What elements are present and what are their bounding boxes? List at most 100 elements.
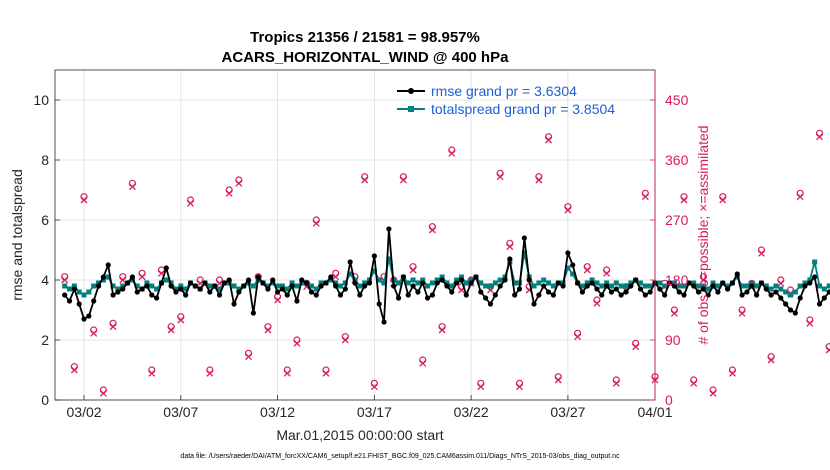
obs-assimilated-stroke bbox=[535, 176, 543, 184]
totalspread-point bbox=[773, 283, 779, 289]
rmse-point bbox=[197, 286, 203, 292]
obs-assimilated-point bbox=[477, 383, 485, 391]
rmse-point bbox=[802, 283, 808, 289]
obs-assimilated-point bbox=[70, 366, 78, 374]
obs-assimilated-point bbox=[119, 276, 127, 284]
chart-subtitle: ACARS_HORIZONTAL_WIND @ 400 hPa bbox=[222, 49, 510, 66]
rmse-point bbox=[594, 286, 600, 292]
totalspread-point bbox=[284, 286, 290, 292]
rmse-point bbox=[313, 292, 319, 298]
obs-assimilated-stroke bbox=[99, 389, 107, 397]
rmse-point bbox=[483, 295, 489, 301]
totalspread-point bbox=[275, 283, 281, 289]
totalspread-point bbox=[236, 286, 242, 292]
totalspread-point bbox=[376, 277, 382, 283]
totalspread-point bbox=[289, 280, 295, 286]
obs-assimilated-stroke bbox=[216, 279, 223, 287]
totalspread-point bbox=[444, 280, 450, 286]
obs-assimilated-stroke bbox=[177, 316, 185, 324]
rmse-point bbox=[487, 301, 494, 307]
obs-assimilated-stroke bbox=[670, 309, 678, 317]
obs-assimilated-stroke bbox=[312, 219, 320, 227]
rmse-point bbox=[720, 280, 726, 286]
rmse-point bbox=[502, 277, 508, 283]
obs-assimilated-stroke bbox=[187, 199, 194, 207]
rmse-point bbox=[187, 280, 194, 286]
obs-assimilated-stroke bbox=[506, 243, 514, 251]
obs-assimilated-stroke bbox=[128, 183, 136, 191]
totalspread-point bbox=[120, 283, 126, 289]
rmse-point bbox=[149, 292, 155, 298]
rmse-point bbox=[710, 283, 716, 289]
totalspread-point bbox=[357, 283, 363, 289]
totalspread-point bbox=[454, 277, 460, 283]
totalspread-point bbox=[468, 277, 474, 283]
totalspread-point bbox=[676, 283, 682, 289]
totalspread-point bbox=[787, 292, 793, 298]
rmse-point bbox=[299, 277, 305, 283]
obs-assimilated-point bbox=[90, 329, 98, 337]
obs-assimilated-point bbox=[680, 196, 688, 204]
totalspread-point bbox=[565, 265, 571, 271]
rmse-point bbox=[507, 256, 513, 262]
rmse-point bbox=[279, 286, 286, 292]
rmse-point bbox=[739, 292, 745, 298]
obs-assimilated-stroke bbox=[138, 273, 146, 281]
totalspread-point bbox=[405, 280, 411, 286]
totalspread-point bbox=[62, 283, 68, 289]
y2-tick-label: 180 bbox=[665, 272, 689, 288]
rmse-point bbox=[686, 280, 692, 286]
rmse-point bbox=[212, 283, 218, 289]
y-tick-label: 2 bbox=[41, 332, 49, 348]
rmse-point bbox=[816, 301, 823, 307]
totalspread-point bbox=[817, 283, 823, 289]
rmse-point bbox=[163, 265, 169, 271]
obs-assimilated-point bbox=[690, 379, 698, 387]
totalspread-point bbox=[637, 280, 643, 286]
totalspread-point bbox=[783, 289, 789, 295]
obs-assimilated-stroke bbox=[293, 339, 301, 347]
rmse-point bbox=[497, 283, 503, 289]
y-tick-label: 8 bbox=[41, 152, 49, 168]
obs-assimilated-stroke bbox=[719, 196, 727, 204]
x-axis-label: Mar.01,2015 00:00:00 start bbox=[276, 427, 443, 443]
totalspread-point bbox=[589, 277, 595, 283]
obs-assimilated-point bbox=[409, 266, 417, 274]
obs-assimilated-stroke bbox=[757, 249, 765, 257]
rmse-point bbox=[207, 289, 213, 295]
rmse-point bbox=[439, 277, 445, 283]
x-tick-label: 03/02 bbox=[67, 404, 102, 420]
obs-assimilated-point bbox=[574, 333, 582, 341]
totalspread-point bbox=[744, 283, 750, 289]
totalspread-point bbox=[163, 277, 169, 283]
rmse-point bbox=[749, 283, 755, 289]
rmse-point bbox=[289, 283, 295, 289]
totalspread-point bbox=[483, 283, 489, 289]
rmse-point bbox=[386, 226, 392, 232]
totalspread-point bbox=[183, 286, 189, 292]
totalspread-point bbox=[265, 283, 271, 289]
rmse-point bbox=[550, 292, 556, 298]
totalspread-point bbox=[546, 280, 552, 286]
obs-assimilated-point bbox=[419, 359, 427, 367]
obs-assimilated-point bbox=[796, 193, 804, 201]
obs-assimilated-stroke bbox=[245, 353, 253, 361]
obs-assimilated-point bbox=[206, 369, 214, 377]
rmse-point bbox=[454, 280, 460, 286]
rmse-point bbox=[541, 283, 547, 289]
totalspread-point bbox=[429, 280, 435, 286]
totalspread-point bbox=[420, 277, 426, 283]
totalspread-point bbox=[821, 286, 827, 292]
rmse-point bbox=[662, 292, 668, 298]
rmse-point bbox=[424, 295, 431, 301]
obs-assimilated-point bbox=[138, 273, 146, 281]
obs-assimilated-stroke bbox=[409, 266, 417, 274]
rmse-point bbox=[589, 280, 595, 286]
obs-assimilated-point bbox=[177, 316, 185, 324]
totalspread-point bbox=[812, 259, 818, 265]
totalspread-point bbox=[91, 283, 97, 289]
obs-assimilated-point bbox=[235, 179, 243, 187]
rmse-point bbox=[724, 286, 731, 292]
totalspread-point bbox=[134, 283, 140, 289]
obs-assimilated-stroke bbox=[61, 276, 69, 284]
